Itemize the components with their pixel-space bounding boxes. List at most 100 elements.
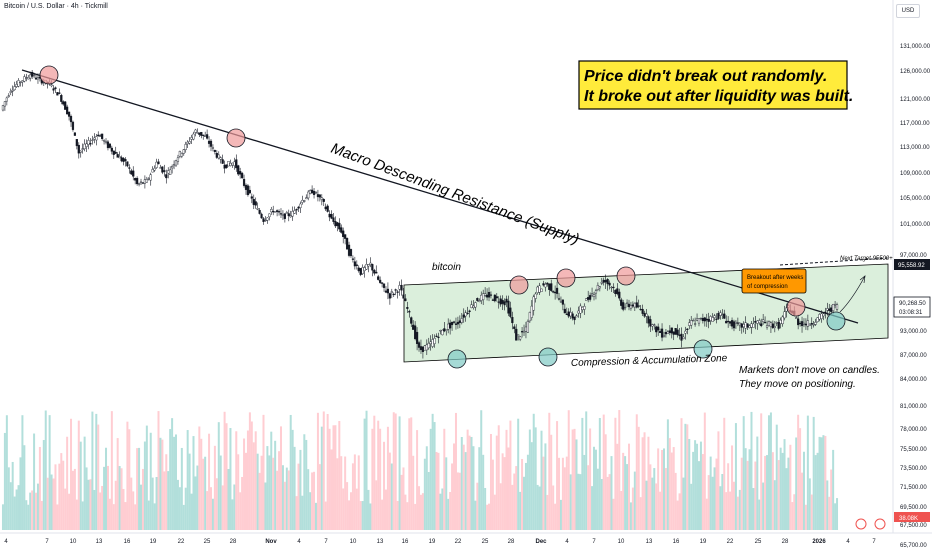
volume-bar: [830, 469, 833, 530]
candle-body: [499, 298, 502, 305]
volume-bar: [15, 489, 18, 530]
volume-bar: [365, 410, 368, 530]
candle-body: [58, 92, 61, 94]
candle-body: [340, 227, 343, 233]
volume-bar: [639, 497, 642, 530]
volume-bar: [400, 474, 403, 530]
volume-bar: [802, 451, 805, 530]
currency-button[interactable]: USD: [896, 4, 920, 18]
candle-body: [832, 304, 835, 311]
volume-bar: [276, 470, 279, 530]
candle-body: [515, 328, 518, 341]
candle-body: [206, 134, 209, 139]
candle-body: [750, 323, 753, 328]
price-tick-label: 131,000.00: [900, 44, 931, 50]
volume-bar: [554, 503, 557, 530]
volume-bar: [676, 500, 679, 530]
candle-body: [310, 189, 314, 194]
candle-body: [141, 182, 145, 184]
candle-body: [21, 80, 24, 83]
candle-body: [289, 215, 292, 218]
volume-bar: [254, 431, 257, 530]
candle-body: [694, 323, 697, 325]
volume-bar: [373, 415, 376, 530]
candle-body: [235, 159, 238, 169]
volume-bar: [474, 500, 477, 530]
volume-bar: [299, 449, 302, 530]
candle-body: [620, 299, 623, 306]
candle-body: [575, 315, 578, 318]
volume-bar: [696, 443, 699, 530]
candle-body: [79, 150, 82, 153]
swing-low-marker: [447, 349, 467, 369]
volume-bar: [723, 417, 726, 530]
volume-bar: [229, 428, 232, 530]
volume-bar: [260, 455, 263, 530]
candle-body: [458, 320, 461, 323]
volume-bar: [756, 436, 759, 530]
candle-body: [470, 304, 473, 308]
candle-body: [783, 311, 786, 319]
candle-body: [598, 286, 601, 289]
volume-bar: [534, 427, 537, 530]
volume-bar: [834, 503, 837, 530]
volume-bar: [406, 502, 409, 530]
price-tick-label: 81,000.00: [900, 404, 927, 410]
candle-body: [400, 284, 403, 291]
volume-bar: [305, 439, 308, 530]
target-price-label: 95,558.92: [898, 263, 925, 269]
volume-bar: [734, 423, 737, 530]
candle-body: [583, 306, 586, 310]
volume-bar: [653, 468, 656, 530]
candle-body: [497, 301, 500, 303]
volume-bar: [416, 430, 419, 530]
candle-body: [688, 322, 691, 326]
volume-bar: [631, 487, 634, 530]
candle-body: [95, 136, 98, 141]
time-tick-label: Dec: [535, 539, 547, 545]
volume-bar: [699, 441, 702, 530]
candle-body: [174, 160, 178, 166]
time-tick-label: 19: [150, 539, 157, 545]
candle-body: [83, 143, 86, 150]
price-tick-label: 109,000.00: [900, 171, 931, 177]
candle-body: [155, 161, 158, 168]
candle-body: [241, 172, 244, 179]
candle-body: [468, 310, 471, 313]
volume-bar: [532, 413, 535, 530]
volume-bar: [200, 438, 203, 530]
volume-bar: [464, 452, 467, 530]
volume-bar: [820, 437, 823, 530]
volume-bar: [342, 488, 345, 530]
volume-bar: [482, 454, 485, 530]
candle-body: [13, 86, 16, 91]
volume-bar: [612, 498, 615, 530]
candle-body: [686, 328, 689, 330]
candle-body: [808, 323, 811, 326]
volume-bar: [114, 480, 117, 530]
volume-bar: [476, 482, 479, 530]
volume-bar: [186, 430, 189, 530]
price-tick-label: 101,000.00: [900, 222, 931, 228]
volume-bar: [192, 436, 195, 530]
volume-bar: [91, 411, 94, 530]
volume-bar: [501, 453, 504, 530]
candle-body: [649, 319, 652, 327]
time-tick-label: 25: [204, 539, 211, 545]
volume-bar: [435, 451, 438, 530]
candle-body: [697, 318, 701, 324]
volume-bar: [744, 448, 747, 530]
candle-body: [614, 289, 617, 294]
candle-body: [359, 268, 362, 275]
candle-body: [668, 330, 671, 333]
swing-high-marker: [226, 128, 246, 148]
volume-bar: [99, 492, 102, 530]
volume-bar: [44, 410, 47, 530]
volume-bar: [437, 452, 440, 530]
volume-bar: [398, 416, 401, 530]
volume-bar: [235, 431, 238, 530]
volume-bar: [439, 493, 442, 530]
time-axis-bg: [0, 533, 932, 550]
